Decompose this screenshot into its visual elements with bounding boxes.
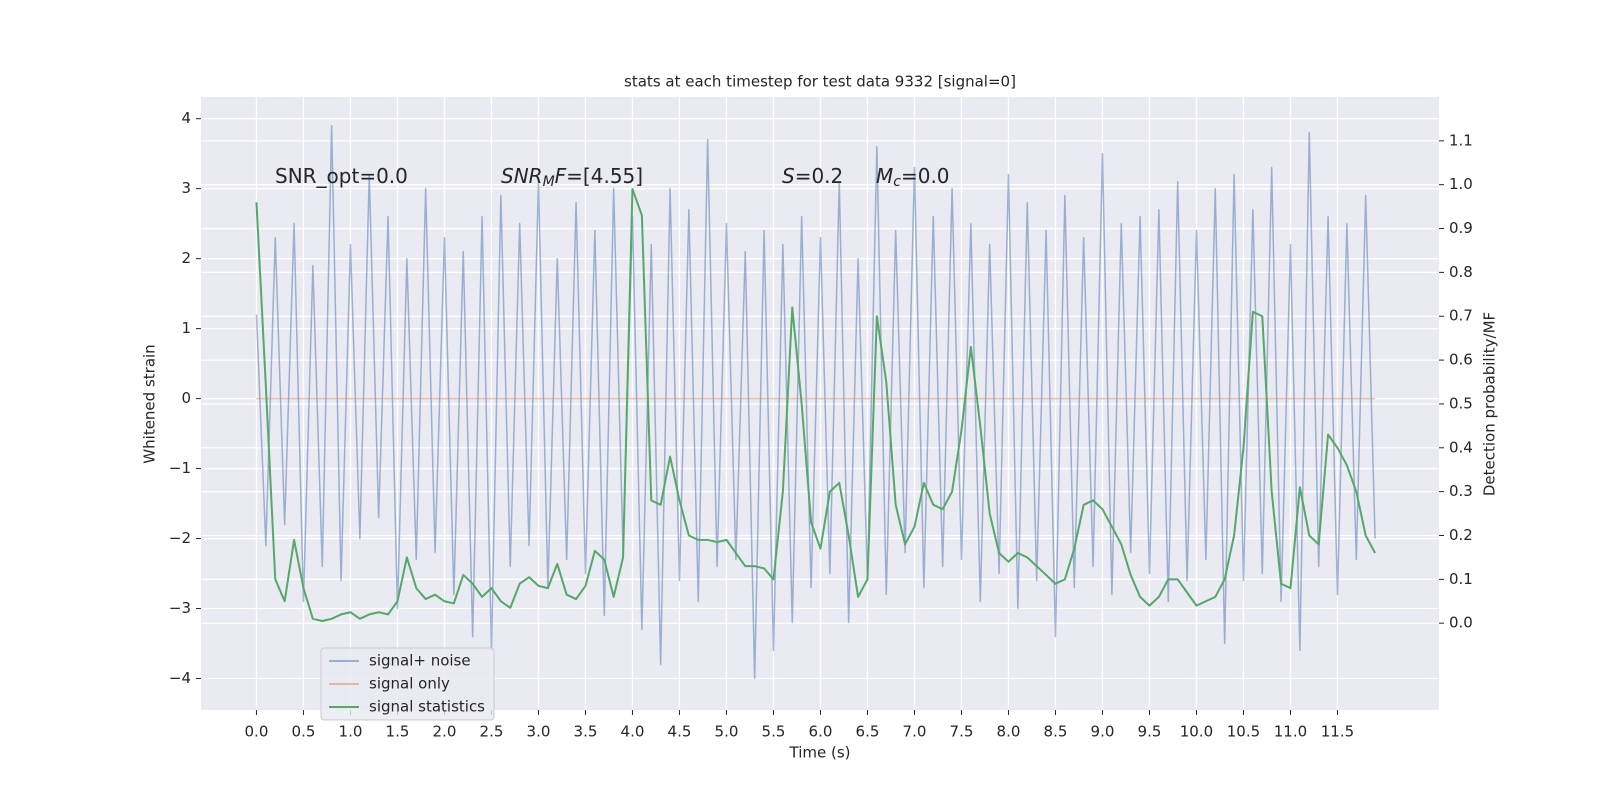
marks [255, 124, 1376, 680]
y2-tick-label: 0.8 [1449, 263, 1473, 281]
y2-tick-label: 0.7 [1449, 307, 1473, 325]
annotation-part: S [782, 164, 795, 188]
x-tick-label: 10.0 [1180, 723, 1213, 741]
annotation-part: F [555, 164, 567, 188]
y-axis-label: Whitened strain [141, 344, 159, 463]
y-tick-label: −1 [169, 459, 191, 477]
x-tick-label: 4.5 [668, 723, 692, 741]
annotation: S=0.2 [782, 164, 843, 188]
legend-label: signal statistics [369, 698, 485, 716]
x-tick-label: 7.5 [950, 723, 974, 741]
annotation-part: M [543, 174, 555, 190]
y2-tick-label: 0.1 [1449, 570, 1473, 588]
y2-tick-label: 0.3 [1449, 482, 1473, 500]
annotation-part: =0.2 [795, 164, 844, 188]
x-tick-label: 5.5 [762, 723, 786, 741]
x-tick-label: 3.0 [527, 723, 551, 741]
y2-tick-label: 0.0 [1449, 614, 1473, 632]
x-tick-label: 6.5 [856, 723, 880, 741]
x-tick-label: 11.0 [1274, 723, 1307, 741]
y2-tick-label: 0.6 [1449, 351, 1473, 369]
y2-tick-label: 0.9 [1449, 219, 1473, 237]
annotation-part: SNR_opt=0.0 [275, 164, 408, 188]
y-tick-label: 0 [181, 389, 191, 407]
annotation-part: M [876, 164, 893, 188]
annotation: Mc=0.0 [876, 164, 950, 191]
x-tick-label: 2.5 [480, 723, 504, 741]
y2-tick-label: 0.2 [1449, 526, 1473, 544]
x-tick-label: 0.0 [245, 723, 269, 741]
x-tick-label: 1.5 [386, 723, 410, 741]
chart-title: stats at each timestep for test data 933… [624, 73, 1016, 91]
y2-tick-label: 0.5 [1449, 394, 1473, 412]
y-tick-label: 3 [181, 179, 191, 197]
x-tick-label: 1.0 [339, 723, 363, 741]
y2-tick-label: 1.1 [1449, 131, 1473, 149]
x-tick-label: 5.0 [715, 723, 739, 741]
x-tick-label: 8.5 [1044, 723, 1068, 741]
series-line [255, 124, 1376, 680]
y-tick-label: −4 [169, 669, 191, 687]
x-tick-label: 6.0 [809, 723, 833, 741]
y-tick-label: −2 [169, 529, 191, 547]
y-tick-label: −3 [169, 599, 191, 617]
annotation: SNRMF=[4.55] [501, 164, 643, 191]
x-axis-label: Time (s) [789, 744, 851, 762]
y-tick-label: 4 [181, 109, 191, 127]
y2-tick-label: 0.4 [1449, 438, 1473, 456]
annotation-part: c [893, 174, 901, 190]
legend-label: signal only [369, 675, 450, 693]
x-tick-label: 0.5 [292, 723, 316, 741]
foreground: 0.0 0.5 1.0 1.5 2.0 2.5 3.0 3.5 4.0 4.5 5.0 5.5 6.0 6… [169, 109, 1473, 740]
y2-axis-label: Detection probability/MF [1481, 312, 1499, 496]
annotation: SNR_opt=0.0 [275, 164, 408, 188]
x-tick-label: 11.5 [1321, 723, 1354, 741]
x-tick-label: 7.0 [903, 723, 927, 741]
annotation-part: =[4.55] [566, 164, 643, 188]
x-tick-label: 2.0 [433, 723, 457, 741]
annotation-part: SNR [501, 164, 543, 188]
legend-label: signal+ noise [369, 652, 471, 670]
annotation-part: =0.0 [901, 164, 950, 188]
y-tick-label: 2 [181, 249, 191, 267]
y2-tick-label: 1.0 [1449, 175, 1473, 193]
x-tick-label: 3.5 [574, 723, 598, 741]
x-tick-label: 4.0 [621, 723, 645, 741]
y-tick-label: 1 [181, 319, 191, 337]
x-tick-label: 9.5 [1138, 723, 1162, 741]
legend-box [320, 647, 495, 721]
series-line [255, 188, 1376, 622]
x-tick-label: 9.0 [1091, 723, 1115, 741]
x-tick-label: 10.5 [1227, 723, 1260, 741]
x-tick-label: 8.0 [997, 723, 1021, 741]
